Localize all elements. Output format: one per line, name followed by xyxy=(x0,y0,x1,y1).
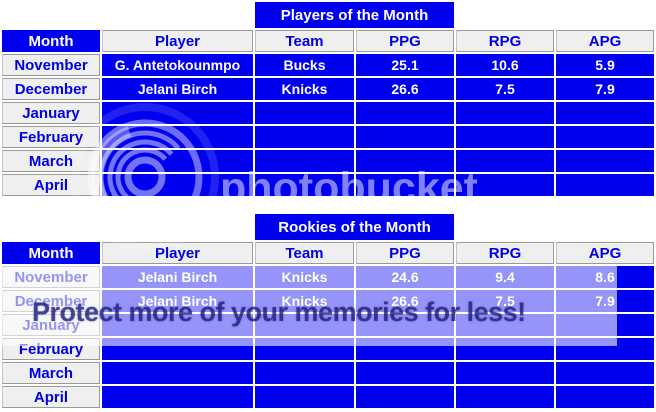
data-cell[interactable]: Knicks xyxy=(255,266,354,288)
data-cell[interactable] xyxy=(255,314,354,336)
month-cell[interactable]: November xyxy=(2,54,100,76)
data-cell[interactable] xyxy=(356,338,454,360)
data-cell[interactable] xyxy=(356,362,454,384)
data-cell[interactable]: 7.9 xyxy=(556,290,654,312)
table-title: Rookies of the Month xyxy=(255,214,454,240)
blank-cell xyxy=(102,214,253,240)
players-of-the-month-table: Players of the Month Month Player Team PPG RP… xyxy=(0,0,656,198)
column-header-ppg[interactable]: PPG xyxy=(356,30,454,52)
data-cell[interactable]: Jelani Birch xyxy=(102,266,253,288)
data-cell[interactable] xyxy=(556,150,654,172)
data-cell[interactable] xyxy=(102,314,253,336)
column-header-team[interactable]: Team xyxy=(255,30,354,52)
data-cell[interactable] xyxy=(456,126,554,148)
data-cell[interactable] xyxy=(556,126,654,148)
data-cell[interactable]: Knicks xyxy=(255,290,354,312)
column-header-rpg[interactable]: RPG xyxy=(456,30,554,52)
blank-cell xyxy=(456,214,554,240)
data-cell[interactable] xyxy=(556,362,654,384)
column-header-apg[interactable]: APG xyxy=(556,242,654,264)
data-cell[interactable] xyxy=(255,150,354,172)
data-cell[interactable] xyxy=(356,386,454,408)
month-cell[interactable]: December xyxy=(2,78,100,100)
data-cell[interactable]: 24.6 xyxy=(356,266,454,288)
data-cell[interactable]: Jelani Birch xyxy=(102,290,253,312)
data-cell[interactable] xyxy=(102,150,253,172)
column-header-month[interactable]: Month xyxy=(2,242,100,264)
data-cell[interactable]: Bucks xyxy=(255,54,354,76)
data-cell[interactable] xyxy=(456,150,554,172)
data-cell[interactable] xyxy=(456,386,554,408)
data-cell[interactable]: 5.9 xyxy=(556,54,654,76)
data-cell[interactable]: 9.4 xyxy=(456,266,554,288)
data-cell[interactable] xyxy=(102,102,253,124)
data-cell[interactable] xyxy=(456,102,554,124)
data-cell[interactable] xyxy=(255,126,354,148)
month-cell[interactable]: March xyxy=(2,362,100,384)
data-cell[interactable] xyxy=(556,102,654,124)
month-cell[interactable]: December xyxy=(2,290,100,312)
data-cell[interactable] xyxy=(356,126,454,148)
data-cell[interactable] xyxy=(456,338,554,360)
data-cell[interactable] xyxy=(356,150,454,172)
month-cell[interactable]: March xyxy=(2,150,100,172)
blank-cell xyxy=(2,214,100,240)
data-cell[interactable] xyxy=(456,174,554,196)
data-cell[interactable]: 26.6 xyxy=(356,78,454,100)
data-cell[interactable] xyxy=(556,174,654,196)
column-header-rpg[interactable]: RPG xyxy=(456,242,554,264)
month-cell[interactable]: November xyxy=(2,266,100,288)
blank-cell xyxy=(556,214,654,240)
data-cell[interactable] xyxy=(255,102,354,124)
data-cell[interactable]: 7.5 xyxy=(456,290,554,312)
blank-cell xyxy=(556,2,654,28)
blank-cell xyxy=(2,2,100,28)
data-cell[interactable]: Knicks xyxy=(255,78,354,100)
data-cell[interactable]: G. Antetokounmpo xyxy=(102,54,253,76)
month-cell[interactable]: January xyxy=(2,102,100,124)
column-header-player[interactable]: Player xyxy=(102,242,253,264)
month-cell[interactable]: January xyxy=(2,314,100,336)
column-header-player[interactable]: Player xyxy=(102,30,253,52)
data-cell[interactable] xyxy=(255,386,354,408)
column-header-ppg[interactable]: PPG xyxy=(356,242,454,264)
month-cell[interactable]: February xyxy=(2,338,100,360)
column-header-apg[interactable]: APG xyxy=(556,30,654,52)
data-cell[interactable]: 10.6 xyxy=(456,54,554,76)
month-cell[interactable]: February xyxy=(2,126,100,148)
data-cell[interactable] xyxy=(255,362,354,384)
data-cell[interactable]: 8.6 xyxy=(556,266,654,288)
table-title: Players of the Month xyxy=(255,2,454,28)
data-cell[interactable]: 7.9 xyxy=(556,78,654,100)
data-cell[interactable] xyxy=(556,386,654,408)
data-cell[interactable] xyxy=(255,174,354,196)
data-cell[interactable] xyxy=(356,314,454,336)
month-cell[interactable]: April xyxy=(2,174,100,196)
data-cell[interactable] xyxy=(102,386,253,408)
data-cell[interactable] xyxy=(102,362,253,384)
data-cell[interactable] xyxy=(102,338,253,360)
column-header-month[interactable]: Month xyxy=(2,30,100,52)
data-cell[interactable] xyxy=(102,174,253,196)
data-cell[interactable]: 25.1 xyxy=(356,54,454,76)
data-cell[interactable] xyxy=(102,126,253,148)
month-cell[interactable]: April xyxy=(2,386,100,408)
data-cell[interactable]: 7.5 xyxy=(456,78,554,100)
blank-cell xyxy=(102,2,253,28)
data-cell[interactable] xyxy=(456,314,554,336)
data-cell[interactable] xyxy=(255,338,354,360)
data-cell[interactable] xyxy=(356,102,454,124)
data-cell[interactable]: Jelani Birch xyxy=(102,78,253,100)
rookies-of-the-month-table: Rookies of the Month Month Player Team PPG RP… xyxy=(0,212,656,410)
column-header-team[interactable]: Team xyxy=(255,242,354,264)
data-cell[interactable] xyxy=(456,362,554,384)
blank-cell xyxy=(456,2,554,28)
data-cell[interactable] xyxy=(556,314,654,336)
data-cell[interactable] xyxy=(556,338,654,360)
data-cell[interactable] xyxy=(356,174,454,196)
data-cell[interactable]: 26.6 xyxy=(356,290,454,312)
